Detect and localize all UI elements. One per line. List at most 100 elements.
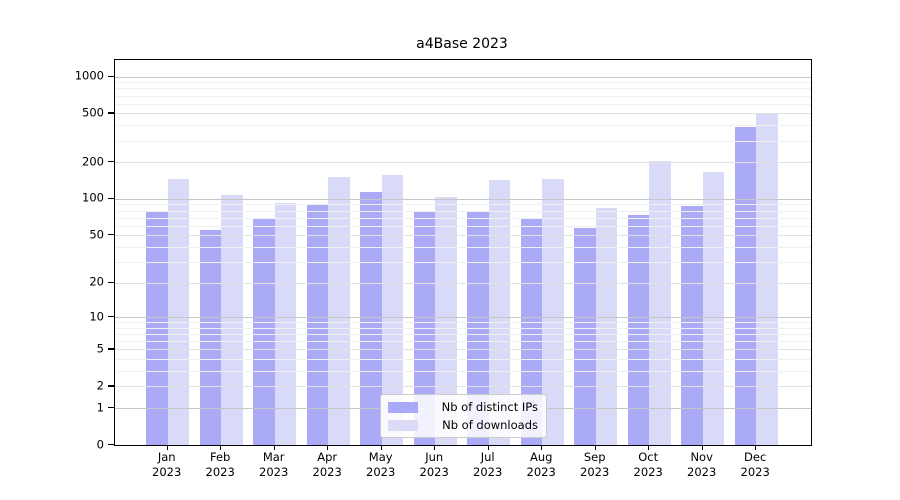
bar-downloads-apr: [328, 176, 350, 445]
gridline-minor: [115, 225, 811, 227]
x-tick-label-mar: Mar 2023: [259, 450, 289, 479]
gridline-minor: [115, 235, 811, 237]
legend-label-distinct-ips: Nb of distinct IPs: [441, 400, 538, 414]
x-tick-label-oct: Oct 2023: [633, 450, 663, 479]
legend-label-downloads: Nb of downloads: [442, 418, 538, 432]
y-tick-label: 1: [96, 399, 104, 414]
gridline-minor: [115, 327, 811, 329]
y-tick-label: 5: [96, 341, 104, 356]
y-tick-mark: [108, 348, 114, 350]
x-tick-mark: [648, 445, 650, 450]
x-tick-label-feb: Feb 2023: [205, 450, 235, 479]
gridline-minor: [115, 282, 811, 284]
gridline-minor: [115, 113, 811, 115]
gridline-minor: [115, 349, 811, 351]
bar-downloads-dec: [756, 113, 778, 445]
y-tick-label: 1000: [74, 68, 104, 83]
bar-downloads-may: [381, 175, 404, 445]
y-tick-mark: [108, 281, 114, 283]
bar-downloads-jul: [488, 179, 511, 445]
bar-ips-apr: [306, 203, 329, 445]
x-tick-label-nov: Nov 2023: [687, 450, 717, 479]
gridline-minor: [115, 261, 811, 263]
bar-ips-may: [360, 191, 382, 445]
gridline-minor: [115, 334, 811, 336]
bar-downloads-jun: [435, 196, 457, 445]
plot-area: Nb of distinct IPs Nb of downloads: [114, 59, 812, 446]
x-tick-mark: [434, 445, 436, 450]
legend: Nb of distinct IPs Nb of downloads: [380, 394, 547, 438]
x-tick-label-jul: Jul 2023: [473, 450, 503, 479]
gridline-minor: [115, 204, 811, 206]
x-tick-label-aug: Aug 2023: [526, 450, 556, 479]
x-tick-label-sep: Sep 2023: [580, 450, 610, 479]
x-tick-mark: [273, 445, 275, 450]
gridline-minor: [115, 210, 811, 212]
bar-ips-aug: [520, 219, 543, 445]
x-tick-mark: [755, 445, 757, 450]
x-tick-mark: [166, 445, 168, 450]
y-tick-mark: [108, 385, 114, 387]
y-tick-mark: [108, 197, 114, 199]
bar-ips-oct: [627, 215, 650, 445]
y-tick-mark: [108, 75, 114, 77]
x-tick-label-dec: Dec 2023: [740, 450, 770, 479]
y-tick-label: 100: [82, 190, 104, 205]
gridline-minor: [115, 217, 811, 219]
legend-item-downloads: Nb of downloads: [388, 418, 538, 432]
gridline-minor: [115, 359, 811, 361]
x-tick-mark: [220, 445, 222, 450]
gridline-major: [115, 198, 811, 200]
bar-ips-nov: [681, 205, 703, 445]
x-tick-label-jan: Jan 2023: [152, 450, 182, 479]
bar-downloads-mar: [274, 203, 297, 445]
y-tick-mark: [108, 407, 114, 409]
gridline-minor: [115, 341, 811, 343]
y-tick-label: 200: [82, 153, 104, 168]
x-tick-mark: [701, 445, 703, 450]
bar-ips-mar: [253, 218, 275, 445]
gridline-minor: [115, 162, 811, 164]
y-tick-label: 0: [96, 436, 104, 451]
y-tick-mark: [108, 234, 114, 236]
gridline-minor: [115, 386, 811, 388]
x-tick-label-may: May 2023: [366, 450, 396, 479]
bar-ips-feb: [199, 230, 222, 445]
bar-ips-dec: [734, 126, 757, 445]
y-tick-label: 10: [89, 308, 104, 323]
gridline-minor: [115, 371, 811, 373]
y-tick-mark: [108, 444, 114, 446]
gridline-minor: [115, 95, 811, 97]
x-tick-label-jun: Jun 2023: [419, 450, 449, 479]
bar-ips-sep: [574, 228, 596, 445]
y-tick-mark: [108, 316, 114, 318]
y-tick-label: 500: [82, 105, 104, 120]
legend-item-distinct-ips: Nb of distinct IPs: [388, 400, 538, 414]
x-tick-mark: [594, 445, 596, 450]
x-tick-label-apr: Apr 2023: [312, 450, 342, 479]
gridline-minor: [115, 103, 811, 105]
legend-swatch-downloads: [388, 419, 418, 431]
x-tick-mark: [327, 445, 329, 450]
bar-downloads-jan: [167, 178, 190, 445]
x-tick-mark: [380, 445, 382, 450]
bar-downloads-oct: [649, 160, 671, 445]
gridline-minor: [115, 88, 811, 90]
bar-downloads-feb: [221, 194, 243, 445]
bar-downloads-nov: [702, 172, 725, 445]
gridline-minor: [115, 246, 811, 248]
gridline-minor: [115, 125, 811, 127]
y-tick-mark: [108, 161, 114, 163]
gridline-minor: [115, 140, 811, 142]
chart-title: a4Base 2023: [416, 36, 508, 52]
legend-swatch-distinct-ips: [388, 401, 418, 413]
y-tick-label: 20: [89, 274, 104, 289]
x-tick-mark: [487, 445, 489, 450]
y-tick-label: 50: [89, 227, 104, 242]
x-tick-mark: [541, 445, 543, 450]
bar-downloads-aug: [542, 179, 564, 445]
y-tick-label: 2: [96, 378, 104, 393]
gridline-major: [115, 317, 811, 319]
gridline-minor: [115, 82, 811, 84]
